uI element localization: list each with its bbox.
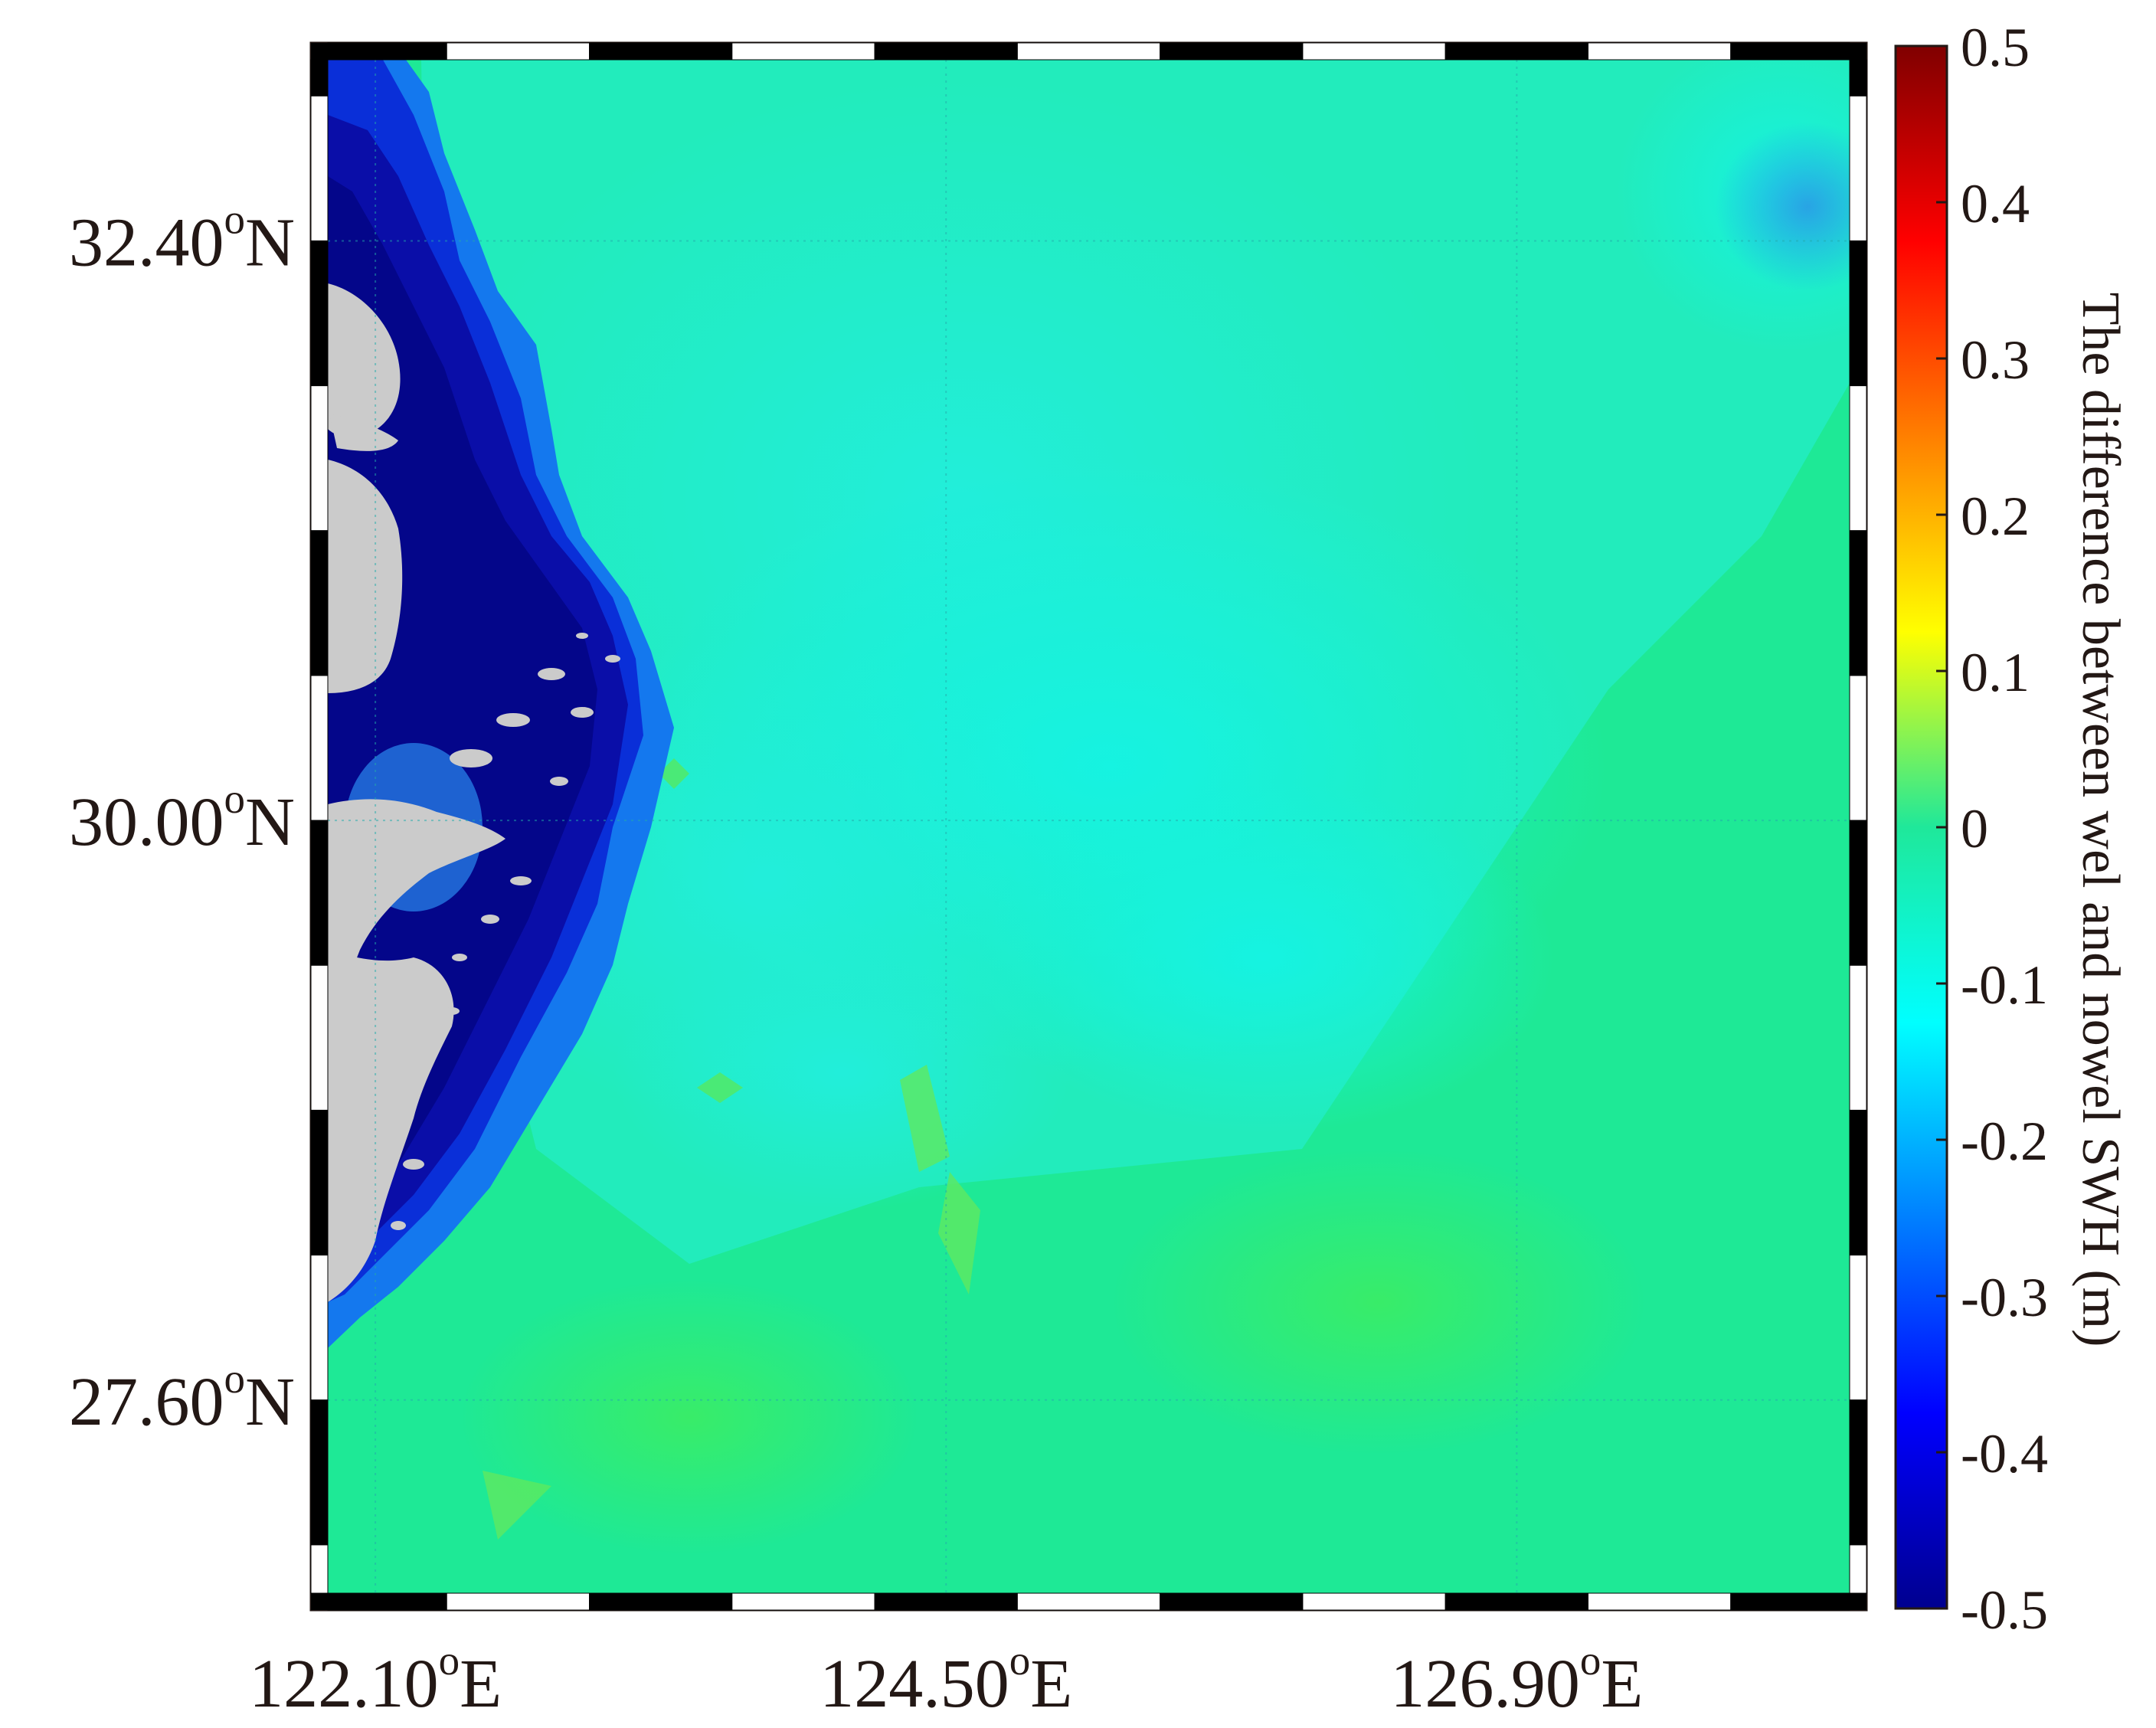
frame-segment-left <box>310 530 329 676</box>
frame-segment-right <box>1849 820 1867 966</box>
frame-segment-bottom <box>1587 1592 1732 1611</box>
frame-segment-top <box>1444 42 1588 61</box>
swh-difference-field <box>421 60 1850 1555</box>
frame-segment-right <box>1849 59 1867 97</box>
longitude-label: 124.50oE <box>820 1637 1072 1722</box>
longitude-label: 122.10oE <box>249 1637 502 1722</box>
frame-segment-top <box>874 42 1018 61</box>
colorbar: 0.5 0.4 0.3 0.2 0.1 0 -0.1 -0.2 -0.3 -0.4 -0.5 The… <box>1894 17 2130 1641</box>
frame-corner <box>1850 1593 1866 1610</box>
frame-segment-left <box>310 1544 329 1594</box>
colorbar-tick-label: -0.1 <box>1961 954 2048 1016</box>
frame-segment-top <box>589 42 733 61</box>
frame-corner <box>1850 43 1866 60</box>
frame-segment-bottom <box>1302 1592 1446 1611</box>
colorbar-tick-label: 0.2 <box>1961 486 2030 547</box>
longitude-tick-labels: 122.10oE 124.50oE 126.90oE <box>249 1637 1643 1722</box>
frame-segment-right <box>1849 385 1867 532</box>
frame-segment-top <box>1016 42 1161 61</box>
frame-segment-left <box>310 1399 329 1546</box>
frame-segment-top <box>446 42 591 61</box>
frame-segment-top <box>1160 42 1304 61</box>
colorbar-ticks <box>1936 44 1947 1610</box>
colorbar-tick-label: -0.2 <box>1961 1111 2048 1172</box>
frame-segment-top <box>731 42 875 61</box>
frame-segment-bottom <box>1730 1592 1850 1611</box>
frame-segment-right <box>1849 964 1867 1111</box>
frame-segment-bottom <box>1016 1592 1161 1611</box>
zhoushan-archipelago <box>328 799 505 1057</box>
frame-segment-left <box>310 1109 329 1256</box>
frame-segment-bottom <box>327 1592 447 1611</box>
latitude-label: 30.00oN <box>69 775 295 860</box>
colorbar-tick-label: 0.1 <box>1961 642 2030 703</box>
frame-segment-right <box>1849 95 1867 241</box>
frame-segment-right <box>1849 675 1867 821</box>
frame-segment-bottom <box>874 1592 1018 1611</box>
frame-segment-right <box>1849 240 1867 387</box>
frame-segment-right <box>1849 1399 1867 1546</box>
latitude-label: 27.60oN <box>69 1355 295 1440</box>
frame-segment-right <box>1849 530 1867 676</box>
land-mass <box>328 283 620 1302</box>
colorbar-tick-label: -0.4 <box>1961 1423 2048 1484</box>
frame-segment-top <box>327 42 447 61</box>
colorbar-label: The difference between wel and nowel SWH… <box>2071 293 2130 1347</box>
frame-segment-bottom <box>1444 1592 1588 1611</box>
frame-corner <box>311 43 328 60</box>
colorbar-tick-label: 0.3 <box>1961 329 2030 391</box>
frame-segment-left <box>310 95 329 241</box>
frame-segment-bottom <box>731 1592 875 1611</box>
frame-segment-bottom <box>589 1592 733 1611</box>
colorbar-tick-label: -0.3 <box>1961 1267 2048 1328</box>
longitude-label: 126.90oE <box>1390 1637 1643 1722</box>
frame-segment-top <box>1730 42 1850 61</box>
colorbar-gradient <box>1894 44 1948 1610</box>
colorbar-tick-label: 0.5 <box>1961 17 2030 78</box>
frame-segment-left <box>310 820 329 966</box>
frame-segment-left <box>310 240 329 387</box>
map-plot-area <box>328 60 1850 1593</box>
frame-segment-bottom <box>446 1592 591 1611</box>
colorbar-tick-label: 0 <box>1961 798 1988 859</box>
frame-segment-right <box>1849 1544 1867 1594</box>
colorbar-tick-labels: 0.5 0.4 0.3 0.2 0.1 0 -0.1 -0.2 -0.3 -0.4 -0.5 <box>1961 17 2048 1641</box>
frame-segment-left <box>310 59 329 97</box>
frame-segment-left <box>310 1255 329 1401</box>
frame-segment-bottom <box>1160 1592 1304 1611</box>
frame-segment-right <box>1849 1109 1867 1256</box>
latitude-label: 32.40oN <box>69 195 295 280</box>
chongming-island <box>328 283 401 437</box>
frame-segment-top <box>1587 42 1732 61</box>
colorbar-tick-label: 0.4 <box>1961 173 2030 234</box>
latitude-tick-labels: 32.40oN 30.00oN 27.60oN <box>69 195 295 1439</box>
frame-segment-right <box>1849 1255 1867 1401</box>
frame-segment-left <box>310 675 329 821</box>
hengsha-island <box>329 414 398 451</box>
shanghai-coast <box>328 460 403 693</box>
frame-corner <box>311 1593 328 1610</box>
frame-segment-top <box>1302 42 1446 61</box>
frame-segment-left <box>310 385 329 532</box>
zhejiang-coast <box>328 950 454 1302</box>
colorbar-tick-label: -0.5 <box>1961 1579 2048 1641</box>
frame-segment-left <box>310 964 329 1111</box>
map-frame <box>309 41 1868 1612</box>
